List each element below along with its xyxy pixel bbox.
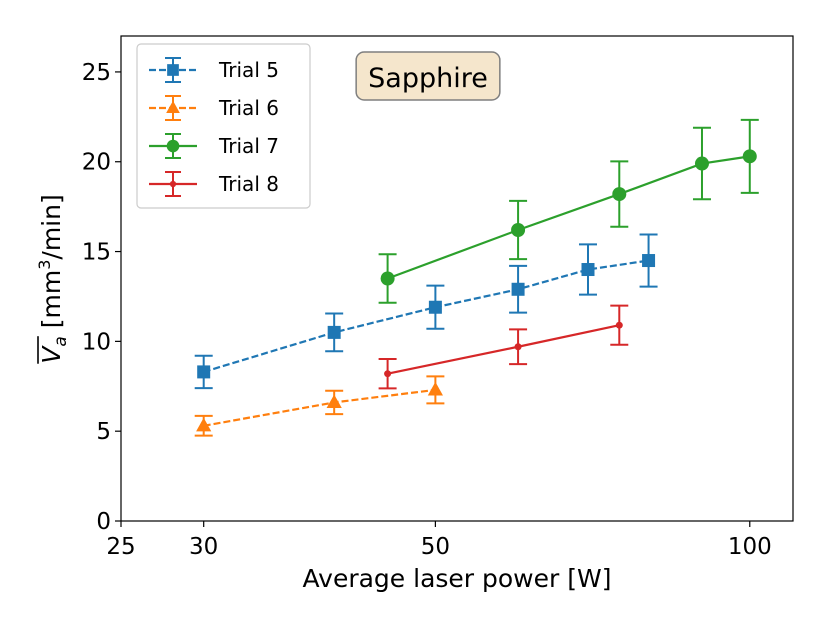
legend-label: Trial 5 bbox=[218, 58, 279, 82]
legend-item: Trial 8 bbox=[149, 171, 279, 197]
data-point bbox=[742, 149, 757, 164]
legend-item: Trial 7 bbox=[149, 133, 279, 159]
data-point bbox=[694, 156, 709, 171]
y-tick-label: 0 bbox=[96, 509, 111, 535]
plot-border bbox=[120, 35, 794, 522]
series-layer bbox=[194, 118, 759, 437]
annotation-text: Sapphire bbox=[368, 63, 488, 94]
legend-item: Trial 6 bbox=[149, 95, 279, 121]
data-point bbox=[642, 254, 656, 268]
y-tick-label: 5 bbox=[96, 419, 111, 445]
x-tick-label: 50 bbox=[421, 534, 450, 560]
svg-text:Va [mm3/min]: Va [mm3/min] bbox=[35, 194, 71, 363]
data-point bbox=[514, 343, 522, 351]
y-tick-label: 10 bbox=[82, 329, 111, 355]
y-axis-label: Va [mm3/min] bbox=[35, 194, 71, 364]
legend: Trial 5 Trial 6 Trial 7 Trial 8 bbox=[136, 43, 311, 209]
y-label-unit-suffix: /min] bbox=[37, 194, 66, 259]
legend-marker bbox=[169, 180, 177, 188]
data-point bbox=[427, 381, 443, 396]
legend-marker bbox=[166, 100, 180, 114]
data-point bbox=[511, 282, 525, 296]
data-point bbox=[511, 223, 526, 237]
legend-label: Trial 6 bbox=[218, 96, 279, 120]
data-point bbox=[327, 325, 341, 339]
x-tick-label: 30 bbox=[189, 534, 218, 560]
series-2 bbox=[194, 375, 445, 437]
annotation-box bbox=[355, 51, 501, 101]
data-point bbox=[428, 300, 442, 314]
y-label-subscript: a bbox=[51, 336, 71, 346]
x-tick-label: 100 bbox=[728, 534, 772, 560]
data-point bbox=[612, 187, 627, 202]
series-3 bbox=[378, 118, 759, 304]
legend-marker bbox=[166, 139, 180, 153]
legend-marker bbox=[167, 64, 179, 76]
series-1 bbox=[194, 233, 658, 390]
legend-label: Trial 8 bbox=[218, 172, 279, 196]
y-tick-label: 15 bbox=[82, 240, 111, 266]
y-label-symbol: V bbox=[37, 345, 66, 364]
legend-frame bbox=[136, 43, 311, 209]
legend-item: Trial 5 bbox=[149, 57, 279, 83]
data-point bbox=[615, 321, 623, 329]
y-label-superscript: 3 bbox=[35, 260, 54, 270]
annotation: Sapphire bbox=[355, 51, 501, 101]
data-point bbox=[380, 271, 395, 286]
axes-layer: 25 30 50 100 0 5 10 15 20 25 Average laser power [… bbox=[35, 35, 794, 593]
series-line bbox=[203, 259, 649, 373]
data-point bbox=[384, 370, 392, 378]
data-point bbox=[197, 365, 211, 379]
y-tick-label: 25 bbox=[82, 60, 111, 86]
legend-label: Trial 7 bbox=[218, 134, 279, 158]
x-tick-label: 25 bbox=[106, 534, 135, 560]
data-point bbox=[581, 263, 595, 277]
x-axis-label: Average laser power [W] bbox=[303, 564, 612, 593]
series-4 bbox=[378, 304, 629, 390]
data-point bbox=[326, 394, 342, 409]
y-tick-label: 20 bbox=[82, 150, 111, 176]
y-label-unit: [mm bbox=[37, 270, 66, 336]
data-point bbox=[196, 417, 212, 432]
